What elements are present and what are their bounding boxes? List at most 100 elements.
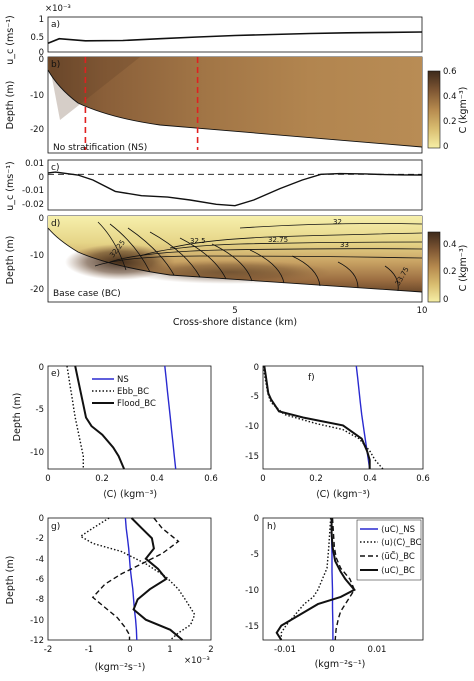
panel-b-ytick-3: -20 bbox=[30, 125, 44, 135]
panel-e-xtick-2: 0.2 bbox=[95, 474, 109, 484]
panel-f-ytick-2: -5 bbox=[251, 392, 259, 402]
panel-d-contour-12 bbox=[249, 249, 285, 284]
panel-d-contour-1 bbox=[239, 223, 423, 229]
panel-b-cb-tick-2: 0.4 bbox=[443, 92, 457, 102]
panel-d-xtick-2: 10 bbox=[417, 306, 428, 316]
panel-f-xtick-4: 0.6 bbox=[416, 474, 430, 484]
panel-h-xtick-3: 0.01 bbox=[368, 645, 387, 655]
panel-f-ytick-3: -10 bbox=[245, 422, 259, 432]
panel-g-xlabel: (kgm⁻²s⁻¹) bbox=[95, 662, 146, 673]
panel-d-xlabel: Cross-shore distance (km) bbox=[173, 317, 297, 328]
panel-b: b) No stratification (NS) 0 -10 -20 Dept… bbox=[5, 55, 469, 154]
panel-d-annotation: Base case (BC) bbox=[53, 289, 121, 299]
panel-e-label: e) bbox=[51, 369, 60, 379]
panel-g-ytick-3: -4 bbox=[36, 555, 44, 565]
panel-a-exponent: ×10⁻³ bbox=[45, 4, 71, 14]
panel-d-concentration-bottom bbox=[130, 260, 330, 284]
panel-d-label: d) bbox=[51, 219, 60, 229]
panel-d-contour-10 bbox=[179, 237, 227, 280]
panel-f-xtick-3: 0.4 bbox=[363, 474, 377, 484]
panel-e-legend-entry-3: Flood_BC bbox=[117, 399, 156, 409]
panel-g-frame bbox=[47, 517, 212, 641]
panel-e-xlabel: ⟨C⟩ (kgm⁻³) bbox=[103, 489, 157, 500]
panel-g-ytick-2: -2 bbox=[36, 534, 44, 544]
panel-h-legend-entry-3: ⟨ũC̃⟩_BC bbox=[381, 550, 415, 562]
panel-d-contour-7 bbox=[109, 223, 151, 273]
panel-c-ytick-4: -0.02 bbox=[22, 200, 44, 210]
panel-b-cb-tick-3: 0.2 bbox=[443, 117, 457, 127]
panel-d-contour-8 bbox=[127, 227, 175, 276]
panel-d-contour-label-2: 32.5 bbox=[190, 237, 206, 245]
panel-a-frame bbox=[47, 16, 423, 53]
panel-e-ylabel: Depth (m) bbox=[12, 393, 23, 442]
panel-h-xlabel: (kgm⁻²s⁻¹) bbox=[315, 659, 366, 670]
panel-h-ytick-4: -15 bbox=[245, 622, 259, 632]
panel-b-annotation: No stratification (NS) bbox=[53, 143, 147, 153]
panel-g-xtick-4: 1 bbox=[167, 645, 172, 655]
panel-h-legend-entry-2: ⟨u⟩⟨C⟩_BC bbox=[381, 538, 422, 548]
panel-a: a) ×10⁻³ 1 0.5 0 u_c (ms⁻¹) bbox=[5, 4, 423, 65]
panel-f-xlabel: ⟨C⟩ (kgm⁻³) bbox=[316, 489, 370, 500]
panel-f-frame bbox=[262, 365, 424, 470]
panel-g-series-3-line bbox=[91, 517, 180, 640]
panel-g-series-4-line bbox=[130, 517, 184, 641]
panel-b-ytick-1: 0 bbox=[39, 55, 44, 65]
panel-d-contour-15 bbox=[384, 265, 399, 292]
panel-d-contour-label-4: 33 bbox=[340, 241, 349, 249]
panel-h-ytick-2: -5 bbox=[251, 550, 259, 560]
panel-e: e) NS Ebb_BC Flood_BC 0 -5 -10 Depth (m)… bbox=[12, 363, 218, 500]
panel-b-cb-tick-1: 0.6 bbox=[443, 67, 457, 77]
panel-b-bathymetry bbox=[47, 69, 423, 148]
panel-d-xtick-1: 5 bbox=[232, 306, 237, 316]
panel-d-bathymetry bbox=[47, 227, 423, 293]
panel-c: c) 0.01 0 -0.01 -0.02 u_c (ms⁻¹) bbox=[5, 159, 423, 211]
panel-a-ytick-1: 1 bbox=[39, 15, 44, 25]
panel-d-cb-tick-1: 0.4 bbox=[443, 240, 457, 250]
panel-h-series-2-line bbox=[280, 517, 332, 640]
panel-d: 32 32.5 32.75 33 32.25 33.75 d) Base cas… bbox=[5, 214, 469, 328]
panel-a-ylabel: u_c (ms⁻¹) bbox=[5, 15, 16, 64]
panel-h-series-3-line bbox=[331, 517, 356, 641]
panel-c-ylabel: u_c (ms⁻¹) bbox=[5, 161, 16, 210]
panel-g-ytick-1: 0 bbox=[39, 514, 44, 524]
panel-e-series-1-line bbox=[164, 365, 177, 470]
panel-d-cb-tick-3: 0 bbox=[443, 295, 448, 305]
panel-h-frame bbox=[262, 517, 424, 641]
panel-g: g) 0 -2 -4 -6 -8 -10 -12 Depth (m) -2 -1… bbox=[5, 514, 214, 673]
panel-e-frame bbox=[47, 365, 212, 470]
panel-e-ytick-3: -10 bbox=[30, 448, 44, 458]
panel-e-series bbox=[66, 365, 177, 470]
panel-d-ytick-2: -10 bbox=[30, 251, 44, 261]
panel-b-label: b) bbox=[51, 60, 60, 70]
panel-e-xtick-3: 0.4 bbox=[150, 474, 164, 484]
panel-f-series bbox=[262, 365, 384, 470]
panel-g-series bbox=[79, 517, 196, 641]
panel-h-ytick-3: -10 bbox=[245, 586, 259, 596]
panel-g-ytick-7: -12 bbox=[30, 636, 44, 646]
panel-d-contour-11 bbox=[211, 243, 253, 282]
panel-g-ytick-5: -8 bbox=[36, 595, 44, 605]
panel-a-ytick-3: 0 bbox=[39, 48, 44, 58]
panel-f-series-3-line bbox=[263, 365, 371, 469]
panel-d-ytick-3: -20 bbox=[30, 285, 44, 295]
panel-e-series-2-line bbox=[66, 365, 84, 469]
panel-d-contour-9 bbox=[149, 231, 201, 278]
panel-g-ylabel: Depth (m) bbox=[5, 556, 16, 605]
panel-h-xtick-1: -0.01 bbox=[274, 645, 296, 655]
panel-e-series-3-line bbox=[74, 365, 126, 470]
panel-e-legend-entry-2: Ebb_BC bbox=[117, 387, 149, 397]
panel-c-frame bbox=[47, 159, 423, 211]
panel-d-contour-label-1: 32 bbox=[333, 218, 342, 226]
panel-d-contour-5 bbox=[94, 255, 423, 267]
panel-b-shade bbox=[48, 57, 140, 120]
panel-f-ytick-4: -15 bbox=[245, 452, 259, 462]
panel-e-xtick-1: 0 bbox=[45, 474, 50, 484]
panel-g-xtick-3: 0 bbox=[127, 645, 132, 655]
panel-c-ytick-3: -0.01 bbox=[22, 186, 44, 196]
panel-g-ytick-6: -10 bbox=[30, 616, 44, 626]
panel-g-xtick-5: 2 bbox=[208, 645, 213, 655]
panel-g-xtick-1: -2 bbox=[44, 645, 52, 655]
panel-h-ytick-1: 0 bbox=[254, 514, 259, 524]
panel-b-ylabel: Depth (m) bbox=[5, 81, 16, 130]
